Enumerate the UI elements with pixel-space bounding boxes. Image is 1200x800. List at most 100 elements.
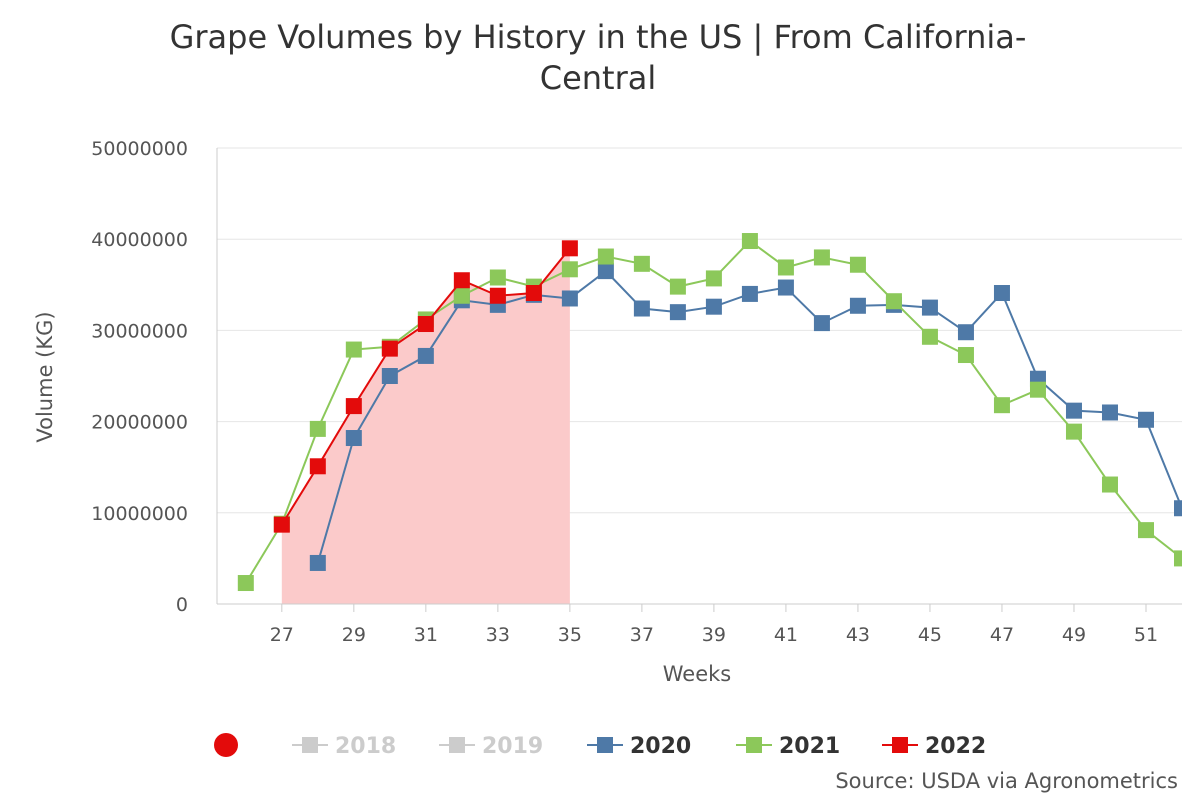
data-point-2022[interactable] (489, 287, 506, 304)
data-point-2020[interactable] (705, 298, 722, 315)
data-point-2022[interactable] (417, 316, 434, 333)
data-point-2020[interactable] (1065, 402, 1082, 419)
x-tick-label: 45 (918, 624, 942, 646)
legend-marker (892, 737, 908, 753)
data-point-2020[interactable] (1174, 500, 1190, 517)
data-point-2021[interactable] (849, 256, 866, 273)
data-point-2020[interactable] (345, 430, 362, 447)
data-point-2021[interactable] (597, 248, 614, 265)
data-point-2021[interactable] (813, 249, 830, 266)
data-point-2021[interactable] (921, 328, 938, 345)
x-tick-label: 43 (846, 624, 870, 646)
data-point-2020[interactable] (309, 554, 326, 571)
data-point-2021[interactable] (309, 420, 326, 437)
legend-indicator-dot[interactable] (214, 733, 238, 757)
legend: 2018 2019 2020 2021 2022 (214, 733, 986, 759)
data-point-2020[interactable] (993, 285, 1010, 302)
data-point-2022[interactable] (453, 272, 470, 289)
data-point-2020[interactable] (417, 347, 434, 364)
highlight-band (281, 248, 570, 604)
series-clip-group (237, 233, 1190, 592)
data-point-2021[interactable] (741, 233, 758, 250)
axes (216, 148, 1182, 605)
data-point-2020[interactable] (561, 290, 578, 307)
data-point-2021[interactable] (1029, 381, 1046, 398)
data-point-2020[interactable] (633, 300, 650, 317)
y-tick-label: 30000000 (91, 320, 188, 342)
x-tick-label: 39 (702, 624, 726, 646)
legend-marker (302, 737, 318, 753)
y-tick-label: 40000000 (91, 229, 188, 251)
data-point-2022[interactable] (381, 340, 398, 357)
x-tick-label: 35 (558, 624, 582, 646)
x-tick-label: 51 (1134, 624, 1158, 646)
data-point-2021[interactable] (1137, 522, 1154, 539)
x-tick-labels: 27 29 31 33 35 37 39 41 43 45 47 49 51 (270, 604, 1158, 646)
y-tick-label: 20000000 (91, 412, 188, 434)
legend-marker (597, 737, 613, 753)
data-point-2022[interactable] (309, 458, 326, 475)
data-point-2020[interactable] (597, 263, 614, 280)
data-point-2021[interactable] (633, 255, 650, 272)
data-point-2020[interactable] (1137, 411, 1154, 428)
legend-item-2022[interactable]: 2022 (882, 734, 986, 759)
legend-item-2021[interactable]: 2021 (736, 734, 840, 759)
data-point-2020[interactable] (1101, 404, 1118, 421)
data-point-2021[interactable] (705, 270, 722, 287)
x-tick-label: 27 (270, 624, 294, 646)
y-tick-label: 50000000 (91, 138, 188, 160)
legend-item-2019[interactable]: 2019 (439, 734, 543, 759)
data-point-2021[interactable] (1101, 476, 1118, 493)
data-point-2021[interactable] (1065, 423, 1082, 440)
legend-label: 2022 (925, 734, 986, 759)
data-point-2020[interactable] (669, 304, 686, 321)
x-tick-label: 29 (342, 624, 366, 646)
data-point-2020[interactable] (381, 368, 398, 384)
data-point-2021[interactable] (489, 269, 506, 286)
data-point-2020[interactable] (849, 297, 866, 314)
data-point-2021[interactable] (777, 259, 794, 276)
legend-marker (449, 737, 465, 753)
data-point-2020[interactable] (741, 285, 758, 302)
y-axis-title: Volume (KG) (33, 311, 57, 442)
legend-item-2020[interactable]: 2020 (587, 734, 691, 759)
x-tick-label: 31 (414, 624, 438, 646)
x-tick-label: 47 (990, 624, 1014, 646)
x-tick-label: 49 (1062, 624, 1086, 646)
data-point-2022[interactable] (561, 240, 578, 257)
legend-label: 2020 (630, 734, 691, 759)
data-point-2021[interactable] (993, 397, 1010, 414)
data-point-2021[interactable] (561, 261, 578, 278)
legend-item-2018[interactable]: 2018 (292, 734, 396, 759)
series-2022[interactable] (273, 240, 578, 533)
x-tick-label: 37 (630, 624, 654, 646)
x-tick-label: 41 (774, 624, 798, 646)
x-axis-title: Weeks (663, 662, 731, 686)
data-point-2020[interactable] (777, 279, 794, 296)
data-point-2022[interactable] (345, 398, 362, 415)
x-tick-label: 33 (486, 624, 510, 646)
chart-title-line-1: Grape Volumes by History in the US | Fro… (170, 18, 1027, 56)
y-tick-labels: 0 10000000 20000000 30000000 40000000 5000000… (91, 138, 188, 616)
data-point-2021[interactable] (1174, 550, 1190, 567)
legend-label: 2019 (482, 734, 543, 759)
data-point-2021[interactable] (669, 278, 686, 295)
highlight-area (281, 248, 570, 604)
data-point-2022[interactable] (525, 285, 542, 302)
plot-series (237, 233, 1190, 592)
y-tick-label: 0 (176, 594, 188, 616)
data-point-2021[interactable] (453, 287, 470, 304)
legend-label: 2021 (779, 734, 840, 759)
data-point-2021[interactable] (957, 347, 974, 364)
data-point-2021[interactable] (885, 293, 902, 310)
chart-title-line-2: Central (540, 59, 657, 97)
data-point-2021[interactable] (237, 575, 254, 592)
data-point-2020[interactable] (921, 299, 938, 316)
data-point-2022[interactable] (273, 516, 290, 533)
data-point-2020[interactable] (813, 315, 830, 332)
legend-marker (746, 737, 762, 753)
data-point-2021[interactable] (345, 341, 362, 358)
data-point-2020[interactable] (957, 324, 974, 341)
source-note: Source: USDA via Agronometrics (835, 769, 1178, 793)
